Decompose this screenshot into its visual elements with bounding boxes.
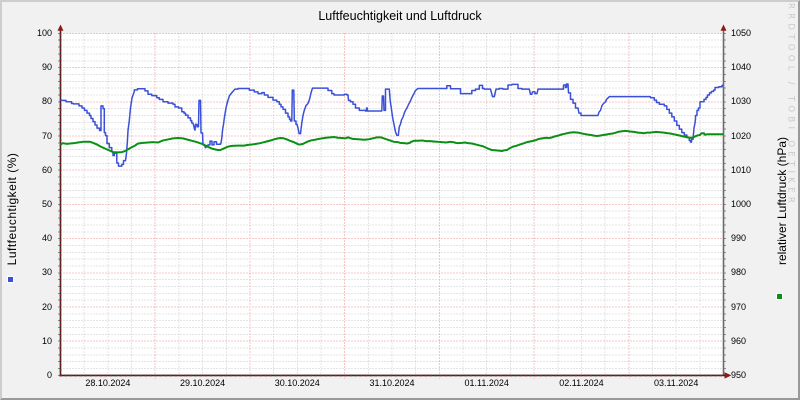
right-tick-label: 980 bbox=[731, 267, 747, 278]
x-axis-date-label: 30.10.2024 bbox=[274, 378, 320, 388]
left-tick-label: 40 bbox=[41, 233, 52, 244]
right-tick-label: 990 bbox=[731, 233, 747, 244]
right-tick-label: 1040 bbox=[731, 62, 752, 73]
left-tick-label: 50 bbox=[41, 198, 52, 209]
left-tick-label: 60 bbox=[41, 164, 52, 175]
legend-swatch-pressure bbox=[776, 293, 783, 300]
right-tick-label: 1000 bbox=[731, 198, 752, 209]
rrdtool-watermark: RRDTOOL / TOBI OETIKER bbox=[785, 2, 796, 208]
left-tick-label: 20 bbox=[41, 301, 52, 312]
right-tick-label: 950 bbox=[731, 369, 747, 380]
right-tick-label: 1020 bbox=[731, 130, 752, 141]
left-tick-label: 10 bbox=[41, 335, 52, 346]
right-tick-label: 1030 bbox=[731, 96, 752, 107]
x-axis-date-label: 01.11.2024 bbox=[464, 378, 509, 388]
right-tick-label: 1010 bbox=[731, 164, 752, 175]
x-axis-date-label: 02.11.2024 bbox=[559, 378, 604, 388]
x-axis-date-label: 03.11.2024 bbox=[653, 378, 699, 388]
right-tick-label: 970 bbox=[731, 301, 747, 312]
chart-title: Luftfeuchtigkeit und Luftdruck bbox=[318, 9, 482, 23]
left-tick-label: 0 bbox=[46, 369, 52, 380]
legend-swatch-humidity bbox=[7, 276, 14, 283]
left-tick-label: 100 bbox=[36, 27, 52, 38]
x-axis-date-label: 29.10.2024 bbox=[180, 378, 226, 388]
right-tick-label: 1050 bbox=[731, 27, 752, 38]
left-tick-label: 70 bbox=[41, 130, 52, 141]
left-tick-label: 30 bbox=[41, 267, 52, 278]
right-tick-label: 960 bbox=[731, 335, 747, 346]
left-tick-label: 90 bbox=[41, 62, 52, 73]
left-axis-title: Luftfeuchtigkeit (%) bbox=[5, 152, 19, 266]
left-tick-label: 80 bbox=[41, 96, 52, 107]
x-axis-date-label: 31.10.2024 bbox=[369, 378, 415, 388]
x-axis-date-label: 28.10.2024 bbox=[85, 378, 131, 388]
